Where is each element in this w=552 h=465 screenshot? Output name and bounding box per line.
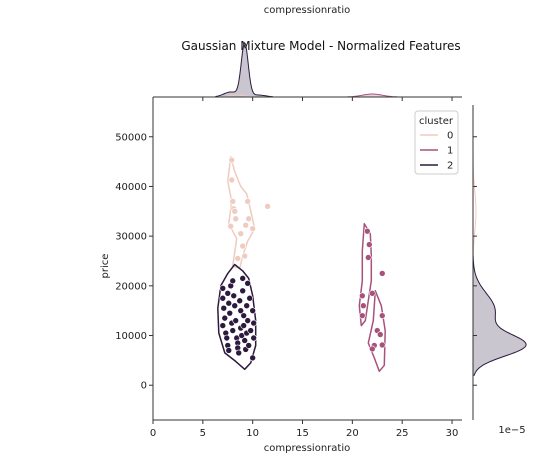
right-kde-cluster-2 xyxy=(472,255,527,376)
point-cluster-1 xyxy=(364,227,371,235)
point-cluster-0 xyxy=(228,176,236,184)
axes xyxy=(152,96,474,421)
point-cluster-2 xyxy=(243,302,250,310)
x-tick-label: 30 xyxy=(446,428,459,439)
legend-label-2: 2 xyxy=(447,161,453,172)
point-cluster-0 xyxy=(244,198,251,205)
point-cluster-2 xyxy=(221,314,229,322)
point-cluster-2 xyxy=(250,319,257,327)
point-cluster-2 xyxy=(235,349,243,357)
point-cluster-0 xyxy=(237,230,245,237)
point-cluster-2 xyxy=(230,292,238,300)
point-cluster-2 xyxy=(219,294,227,302)
point-cluster-1 xyxy=(378,312,386,319)
point-cluster-2 xyxy=(226,309,234,317)
point-cluster-1 xyxy=(378,270,386,277)
right-kde-cluster-0 xyxy=(472,156,477,257)
point-cluster-2 xyxy=(219,322,227,329)
point-cluster-0 xyxy=(232,215,240,223)
point-cluster-2 xyxy=(229,327,237,334)
point-cluster-1 xyxy=(365,241,373,248)
y-tick-label: 30000 xyxy=(115,232,147,243)
right-offset-text: 1e−5 xyxy=(498,425,525,436)
point-cluster-0 xyxy=(229,198,237,205)
point-cluster-0 xyxy=(249,225,256,232)
legend-label-1: 1 xyxy=(447,146,453,157)
scatter-points xyxy=(219,156,386,362)
point-cluster-1 xyxy=(376,331,384,338)
point-cluster-0 xyxy=(245,215,252,223)
legend: cluster 0 1 2 xyxy=(414,110,459,175)
point-cluster-2 xyxy=(240,322,248,329)
point-cluster-0 xyxy=(227,222,235,230)
y-axis-label: price xyxy=(100,254,111,279)
point-cluster-2 xyxy=(239,275,247,282)
y-tick-label: 50000 xyxy=(115,132,147,143)
point-cluster-1 xyxy=(365,254,372,261)
point-cluster-0 xyxy=(228,156,236,164)
y-tick-label: 10000 xyxy=(115,331,147,342)
right-marginal-plot xyxy=(472,156,527,376)
point-cluster-2 xyxy=(229,277,237,285)
y-ticks: 0 10000 20000 30000 40000 50000 xyxy=(115,132,477,392)
point-cluster-1 xyxy=(368,289,376,297)
point-cluster-2 xyxy=(245,342,252,349)
y-tick-label: 40000 xyxy=(115,182,147,193)
y-tick-label: 20000 xyxy=(115,281,147,292)
y-tick-label: 0 xyxy=(141,381,147,392)
x-tick-label: 25 xyxy=(396,428,409,439)
point-cluster-2 xyxy=(236,297,244,305)
x-ticks: 0 5 10 15 20 25 30 xyxy=(150,97,459,439)
point-cluster-2 xyxy=(249,307,256,314)
point-cluster-2 xyxy=(241,337,249,344)
point-cluster-2 xyxy=(225,299,233,307)
point-cluster-2 xyxy=(223,334,231,342)
legend-frame xyxy=(414,110,459,175)
point-cluster-1 xyxy=(360,302,367,310)
point-cluster-2 xyxy=(220,304,228,312)
point-cluster-2 xyxy=(219,285,227,292)
x-tick-label: 15 xyxy=(296,428,309,439)
point-cluster-0 xyxy=(241,252,249,260)
point-cluster-2 xyxy=(232,317,240,324)
point-cluster-2 xyxy=(247,327,254,334)
point-cluster-2 xyxy=(250,334,257,342)
legend-title: cluster xyxy=(419,116,454,127)
point-cluster-0 xyxy=(234,255,242,262)
point-cluster-2 xyxy=(237,307,245,314)
x-axis-label: compressionratio xyxy=(264,443,350,454)
point-cluster-2 xyxy=(240,312,248,319)
point-cluster-2 xyxy=(244,317,251,324)
top-kde-cluster-2 xyxy=(215,41,274,98)
top-axis-label: compressionratio xyxy=(264,5,350,16)
x-tick-label: 10 xyxy=(246,428,259,439)
point-cluster-0 xyxy=(264,203,271,210)
chart-title: Gaussian Mixture Model - Normalized Feat… xyxy=(181,39,460,53)
point-cluster-2 xyxy=(249,354,256,362)
point-cluster-0 xyxy=(231,207,239,215)
density-contour-cluster-1 xyxy=(358,222,373,327)
point-cluster-0 xyxy=(242,221,249,229)
point-cluster-1 xyxy=(368,345,376,353)
point-cluster-2 xyxy=(239,287,247,295)
x-tick-label: 5 xyxy=(200,428,206,439)
point-cluster-1 xyxy=(359,292,366,300)
point-cluster-2 xyxy=(225,347,233,354)
x-tick-label: 20 xyxy=(346,428,359,439)
point-cluster-1 xyxy=(378,341,386,349)
point-cluster-2 xyxy=(246,294,253,302)
point-cluster-2 xyxy=(244,280,251,287)
x-tick-label: 0 xyxy=(150,428,156,439)
point-cluster-2 xyxy=(224,289,232,297)
legend-label-0: 0 xyxy=(447,131,453,142)
point-cluster-1 xyxy=(359,312,366,319)
point-cluster-0 xyxy=(239,242,247,250)
point-cluster-2 xyxy=(231,302,239,310)
